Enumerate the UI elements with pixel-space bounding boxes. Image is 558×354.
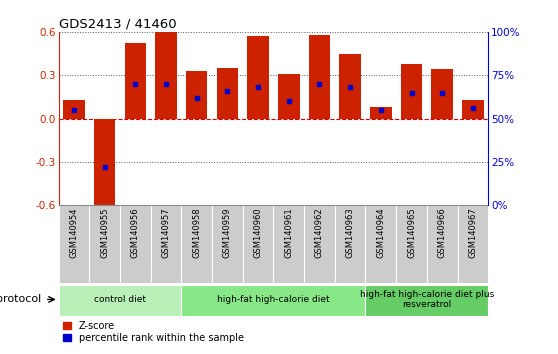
Text: GSM140963: GSM140963 bbox=[345, 208, 355, 258]
Bar bbox=[120, 205, 151, 283]
Bar bbox=[335, 205, 365, 283]
Text: GSM140956: GSM140956 bbox=[131, 208, 140, 258]
Text: protocol: protocol bbox=[0, 295, 41, 304]
Bar bbox=[181, 205, 212, 283]
Text: GSM140961: GSM140961 bbox=[284, 208, 294, 258]
Text: GSM140965: GSM140965 bbox=[407, 208, 416, 258]
Bar bbox=[247, 36, 269, 119]
Bar bbox=[217, 68, 238, 119]
Text: GDS2413 / 41460: GDS2413 / 41460 bbox=[59, 18, 176, 31]
Text: high-fat high-calorie diet: high-fat high-calorie diet bbox=[217, 295, 330, 304]
Text: GSM140958: GSM140958 bbox=[192, 208, 201, 258]
Text: GSM140959: GSM140959 bbox=[223, 208, 232, 258]
Bar bbox=[396, 205, 427, 283]
Bar bbox=[59, 285, 181, 315]
Bar bbox=[186, 71, 208, 119]
Bar bbox=[151, 205, 181, 283]
Bar bbox=[273, 205, 304, 283]
Text: high-fat high-calorie diet plus
resveratrol: high-fat high-calorie diet plus resverat… bbox=[360, 290, 494, 309]
Bar bbox=[427, 205, 458, 283]
Bar bbox=[278, 74, 300, 119]
Bar bbox=[309, 35, 330, 119]
Bar bbox=[181, 285, 365, 315]
Bar bbox=[365, 285, 488, 315]
Bar bbox=[431, 69, 453, 119]
Bar bbox=[339, 53, 361, 119]
Text: GSM140957: GSM140957 bbox=[161, 208, 171, 258]
Text: control diet: control diet bbox=[94, 295, 146, 304]
Bar bbox=[63, 100, 85, 119]
Bar bbox=[243, 205, 273, 283]
Legend: Z-score, percentile rank within the sample: Z-score, percentile rank within the samp… bbox=[64, 321, 244, 343]
Bar bbox=[458, 205, 488, 283]
Bar bbox=[401, 64, 422, 119]
Bar bbox=[304, 205, 335, 283]
Bar bbox=[94, 119, 116, 208]
Bar bbox=[212, 205, 243, 283]
Text: GSM140967: GSM140967 bbox=[468, 208, 478, 258]
Bar bbox=[155, 32, 177, 119]
Text: GSM140966: GSM140966 bbox=[437, 208, 447, 258]
Bar bbox=[462, 100, 484, 119]
Bar bbox=[370, 107, 392, 119]
Text: GSM140954: GSM140954 bbox=[69, 208, 79, 258]
Bar bbox=[365, 205, 396, 283]
Bar bbox=[59, 205, 89, 283]
Text: GSM140964: GSM140964 bbox=[376, 208, 386, 258]
Text: GSM140955: GSM140955 bbox=[100, 208, 109, 258]
Bar bbox=[89, 205, 120, 283]
Bar bbox=[124, 44, 146, 119]
Text: GSM140962: GSM140962 bbox=[315, 208, 324, 258]
Text: GSM140960: GSM140960 bbox=[253, 208, 263, 258]
